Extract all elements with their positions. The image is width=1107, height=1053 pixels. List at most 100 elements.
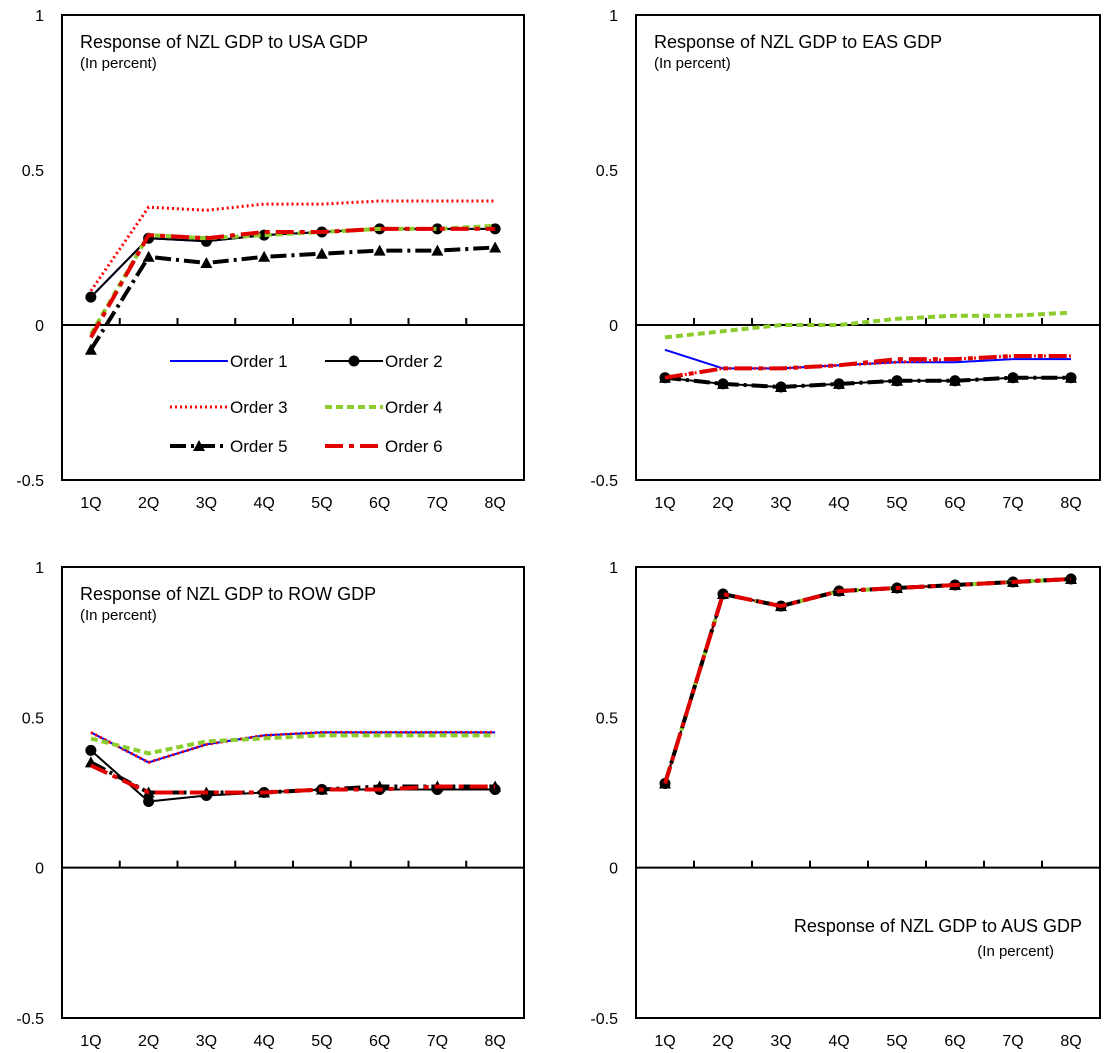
x-tick-label: 7Q	[1002, 495, 1023, 512]
data-point-order5	[775, 381, 787, 392]
y-tick-label: 0	[609, 318, 618, 335]
data-point-order5	[258, 250, 271, 262]
x-tick-label: 3Q	[770, 1033, 791, 1050]
data-point-order5	[431, 244, 444, 256]
data-point-order5	[373, 244, 386, 256]
x-tick-label: 6Q	[944, 1033, 965, 1050]
data-point-order2	[85, 744, 97, 756]
x-tick-label: 5Q	[886, 1033, 907, 1050]
x-tick-label: 6Q	[369, 1033, 390, 1050]
data-point-order5	[833, 377, 845, 389]
series-line-order3	[663, 577, 1072, 784]
data-point-order5	[1007, 371, 1019, 383]
plot-frame	[635, 14, 1101, 481]
y-tick-label: -0.5	[16, 473, 44, 490]
x-tick-label: 8Q	[1060, 495, 1081, 512]
x-tick-label: 4Q	[828, 1033, 849, 1050]
x-tick-label: 2Q	[712, 495, 733, 512]
legend-marker-order5	[193, 440, 205, 451]
chart-title: Response of NZL GDP to AUS GDP	[794, 916, 1082, 936]
x-tick-label: 6Q	[944, 495, 965, 512]
chart-subtitle: (In percent)	[80, 607, 157, 624]
data-point-order5	[717, 377, 729, 389]
x-tick-label: 7Q	[1002, 1033, 1023, 1050]
x-tick-label: 1Q	[654, 1033, 675, 1050]
data-point-order5	[949, 374, 961, 386]
legend-label: Order 5	[230, 437, 288, 456]
x-tick-label: 1Q	[80, 495, 101, 512]
chart-panel-3: 1 0.5 0 -0.5 1Q 2Q 3Q 4Q 5Q 6Q 7Q 8Q Response of NZL…	[16, 560, 525, 1050]
legend-label: Order 2	[385, 352, 443, 371]
data-point-order2	[85, 291, 97, 303]
x-tick-label: 4Q	[253, 495, 274, 512]
chart-title: Response of NZL GDP to EAS GDP	[654, 32, 942, 52]
series-line-order2	[664, 578, 1072, 784]
series-line-order1	[664, 348, 1071, 370]
data-point-order2	[143, 796, 155, 808]
y-tick-label: 0	[35, 318, 44, 335]
series-line-order6	[663, 577, 1072, 785]
data-point-order5	[315, 247, 328, 259]
chart-panel-4: 1 0.5 0 -0.5 1Q 2Q 3Q 4Q 5Q 6Q 7Q 8Q Response of NZL…	[590, 560, 1101, 1050]
x-tick-label: 3Q	[196, 1033, 217, 1050]
data-point-order5	[200, 257, 213, 268]
legend-label: Order 6	[385, 437, 443, 456]
x-tick-label: 1Q	[654, 495, 675, 512]
y-tick-label: 1	[609, 560, 618, 577]
data-point-order5	[84, 343, 97, 355]
chart-subtitle: (In percent)	[80, 55, 157, 72]
y-tick-label: 0.5	[22, 163, 44, 180]
data-point-order5	[489, 241, 502, 253]
x-tick-label: 5Q	[311, 1033, 332, 1050]
data-point-order2	[489, 223, 501, 235]
x-tick-label: 3Q	[770, 495, 791, 512]
x-tick-label: 4Q	[828, 495, 849, 512]
x-tick-label: 4Q	[253, 1033, 274, 1050]
x-tick-label: 8Q	[484, 495, 505, 512]
data-point-order5	[489, 780, 502, 792]
plot-frame	[61, 566, 525, 1019]
series-line-order6	[664, 354, 1071, 380]
series-line-order5	[89, 245, 496, 351]
x-tick-label: 2Q	[138, 495, 159, 512]
y-tick-label: 0	[609, 861, 618, 878]
plot-frame	[61, 14, 525, 481]
x-tick-label: 5Q	[886, 495, 907, 512]
chart-title: Response of NZL GDP to USA GDP	[80, 32, 368, 52]
series-line-order5	[663, 577, 1072, 785]
y-tick-label: 0.5	[596, 163, 618, 180]
legend-label: Order 4	[385, 398, 443, 417]
plot-frame	[635, 566, 1101, 1019]
series-line-order6	[90, 763, 496, 795]
series-line-order6	[89, 226, 496, 339]
data-point-order5	[142, 250, 155, 262]
y-tick-label: -0.5	[16, 1011, 44, 1028]
chart-subtitle: (In percent)	[977, 943, 1054, 960]
x-tick-label: 2Q	[712, 1033, 733, 1050]
series-line-order3	[89, 199, 496, 292]
data-point-order2	[431, 223, 443, 235]
y-tick-label: 0.5	[22, 710, 44, 727]
series-line-order5	[89, 760, 496, 795]
y-tick-label: 0.5	[596, 710, 618, 727]
x-tick-label: 5Q	[311, 495, 332, 512]
y-tick-label: -0.5	[590, 1011, 618, 1028]
y-tick-label: -0.5	[590, 473, 618, 490]
series-line-order4	[90, 733, 496, 756]
chart-panel-1: 1 0.5 0 -0.5 1Q 2Q 3Q 4Q 5Q 6Q 7Q 8Q Response of NZL…	[16, 8, 525, 512]
y-tick-label: 1	[35, 8, 44, 25]
chart-title: Response of NZL GDP to ROW GDP	[80, 584, 376, 604]
x-tick-label: 7Q	[427, 1033, 448, 1050]
data-point-order5	[1065, 371, 1077, 383]
legend-label: Order 1	[230, 352, 288, 371]
x-tick-label: 8Q	[484, 1033, 505, 1050]
data-point-order5	[1065, 573, 1077, 585]
legend-marker-order2	[348, 355, 360, 367]
chart-subtitle: (In percent)	[654, 55, 731, 72]
x-tick-label: 6Q	[369, 495, 390, 512]
chart-panel-2: 1 0.5 0 -0.5 1Q 2Q 3Q 4Q 5Q 6Q 7Q 8Q Response of NZL…	[590, 8, 1101, 512]
x-tick-label: 3Q	[196, 495, 217, 512]
data-point-order5	[891, 374, 903, 386]
legend-label: Order 3	[230, 398, 288, 417]
